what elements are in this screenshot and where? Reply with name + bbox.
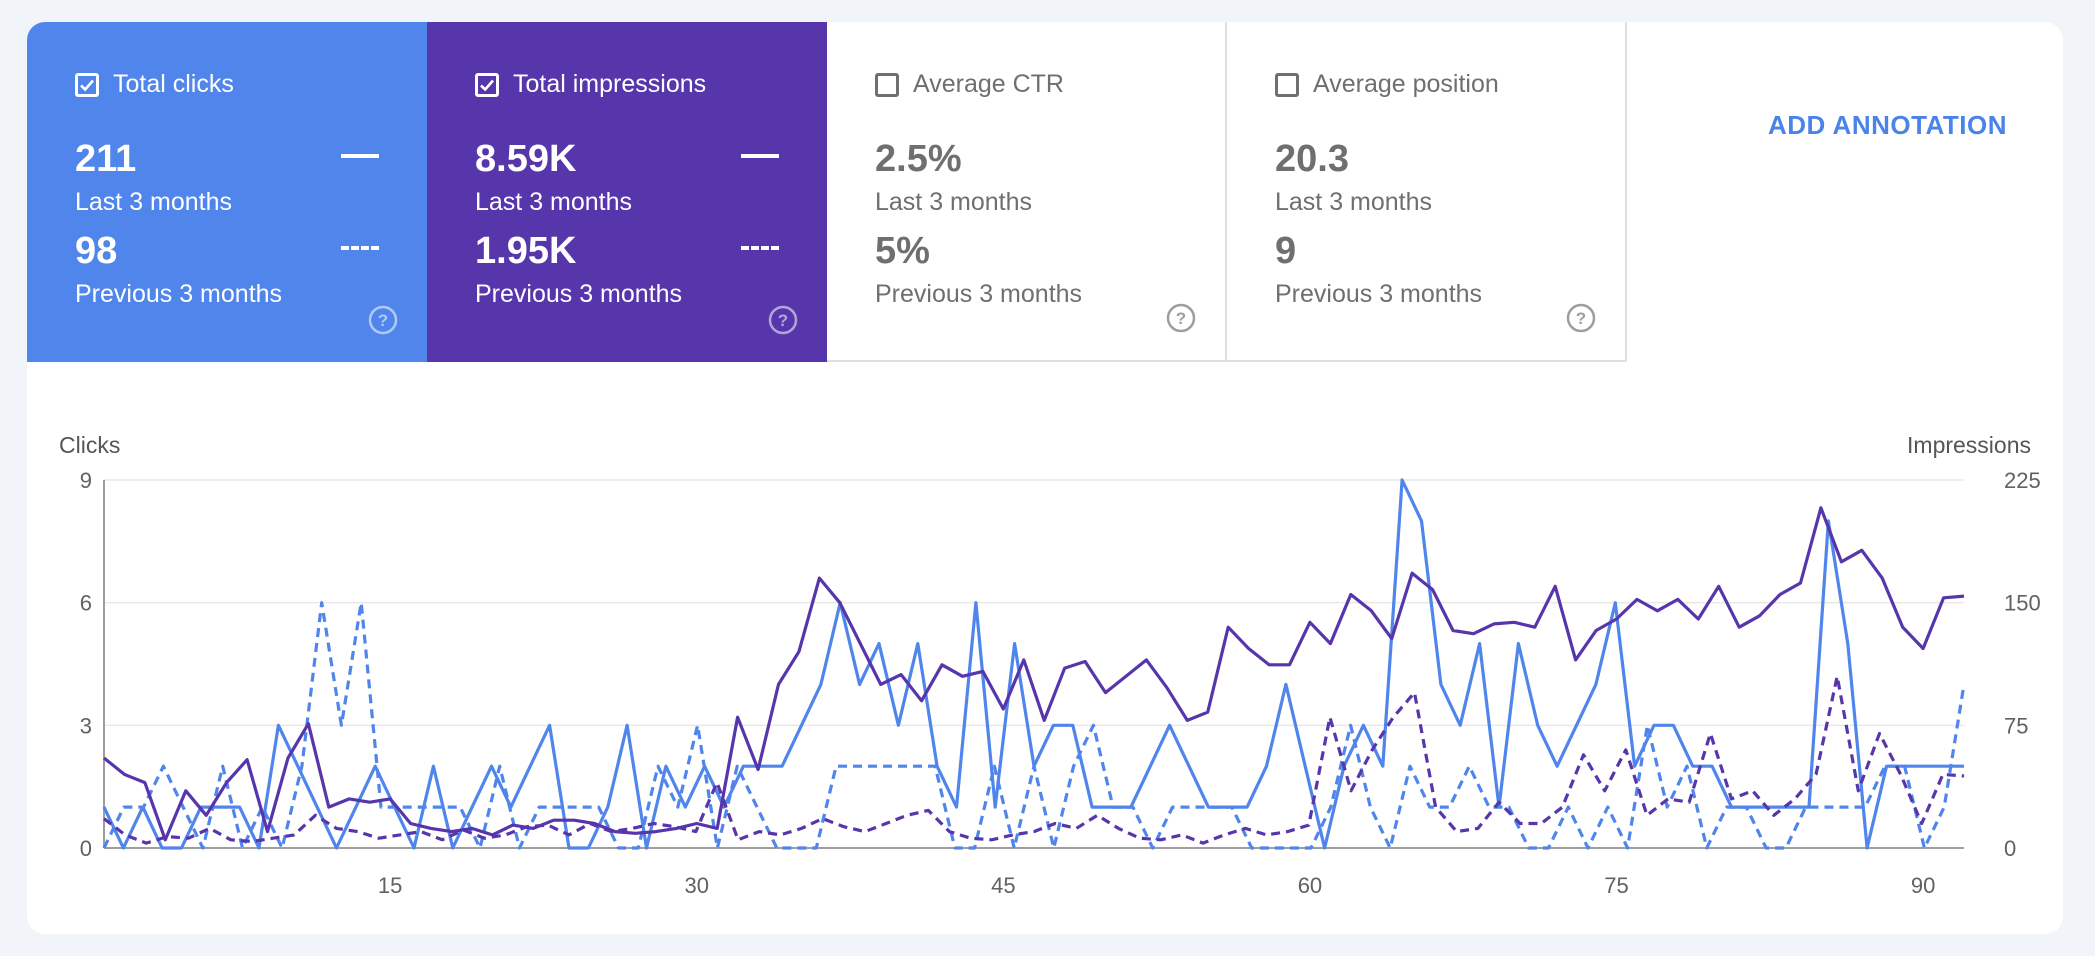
metric-period-previous: Previous 3 months bbox=[75, 280, 283, 308]
dashed-line-legend-icon bbox=[741, 246, 779, 250]
svg-text:?: ? bbox=[378, 311, 388, 330]
add-annotation-button[interactable]: ADD ANNOTATION bbox=[1767, 110, 2007, 140]
y-left-tick-label: 6 bbox=[80, 591, 92, 616]
tile-average-position[interactable]: Average position 20.3 Last 3 months 9 Pr… bbox=[1227, 22, 1627, 362]
metric-period-current: Last 3 months bbox=[875, 188, 1033, 216]
svg-text:?: ? bbox=[1176, 309, 1186, 328]
tile-header: Total impressions bbox=[475, 70, 706, 99]
help-icon[interactable]: ? bbox=[367, 304, 399, 336]
chart-area: Clicks Impressions 0 3 6 9 0 75 150 225 15 30 45 60… bbox=[27, 402, 2063, 922]
y-right-tick-label: 225 bbox=[2004, 468, 2041, 493]
metric-value-current: 8.59K bbox=[475, 138, 577, 180]
tile-average-ctr[interactable]: Average CTR 2.5% Last 3 months 5% Previo… bbox=[827, 22, 1227, 362]
metric-value-previous: 5% bbox=[875, 230, 930, 272]
tile-label: Average CTR bbox=[913, 70, 1064, 98]
y-right-tick-label: 0 bbox=[2004, 836, 2016, 861]
tile-header: Average CTR bbox=[875, 70, 1064, 99]
checkbox-unchecked-icon[interactable] bbox=[1275, 72, 1299, 97]
x-tick-label: 90 bbox=[1911, 873, 1935, 898]
metric-value-previous: 9 bbox=[1275, 230, 1297, 272]
metric-period-previous: Previous 3 months bbox=[875, 280, 1083, 308]
y-right-tick-label: 75 bbox=[2004, 713, 2028, 738]
tile-label: Average position bbox=[1313, 70, 1499, 98]
series-line-clicks-previous bbox=[102, 601, 1966, 850]
metric-period-current: Last 3 months bbox=[75, 188, 233, 216]
svg-text:?: ? bbox=[778, 311, 788, 330]
metric-value-previous: 1.95K bbox=[475, 230, 577, 272]
tile-total-clicks[interactable]: Total clicks 211 Last 3 months 98 Previo… bbox=[27, 22, 427, 362]
series-line-clicks-current bbox=[102, 478, 1964, 850]
x-tick-label: 60 bbox=[1298, 873, 1322, 898]
y-left-tick-label: 0 bbox=[80, 836, 92, 861]
x-tick-label: 30 bbox=[685, 873, 709, 898]
metric-value-current: 20.3 bbox=[1275, 138, 1349, 180]
metric-value-current: 211 bbox=[75, 138, 137, 180]
tile-header: Average position bbox=[1275, 70, 1499, 99]
x-tick-label: 15 bbox=[378, 873, 402, 898]
metric-value-previous: 98 bbox=[75, 230, 118, 272]
checkbox-checked-icon[interactable] bbox=[475, 72, 499, 97]
y-right-tick-label: 150 bbox=[2004, 591, 2041, 616]
help-icon[interactable]: ? bbox=[767, 304, 799, 336]
tile-total-impressions[interactable]: Total impressions 8.59K Last 3 months 1.… bbox=[427, 22, 827, 362]
solid-line-legend-icon bbox=[341, 154, 379, 158]
metric-tiles: Total clicks 211 Last 3 months 98 Previo… bbox=[27, 22, 1627, 362]
performance-card: Total clicks 211 Last 3 months 98 Previo… bbox=[27, 22, 2063, 934]
y-axis-left-title: Clicks bbox=[59, 432, 121, 458]
metric-period-current: Last 3 months bbox=[1275, 188, 1433, 216]
y-left-tick-label: 9 bbox=[80, 468, 92, 493]
metric-period-current: Last 3 months bbox=[475, 188, 633, 216]
help-icon[interactable]: ? bbox=[1165, 302, 1197, 334]
checkbox-checked-icon[interactable] bbox=[75, 72, 99, 97]
svg-text:?: ? bbox=[1576, 309, 1586, 328]
solid-line-legend-icon bbox=[741, 154, 779, 158]
y-left-tick-label: 3 bbox=[80, 713, 92, 738]
metric-value-current: 2.5% bbox=[875, 138, 962, 180]
series-line-impressions-previous bbox=[103, 674, 1965, 845]
tile-header: Total clicks bbox=[75, 70, 234, 99]
dashed-line-legend-icon bbox=[341, 246, 379, 250]
help-icon[interactable]: ? bbox=[1565, 302, 1597, 334]
x-tick-label: 45 bbox=[991, 873, 1015, 898]
metric-period-previous: Previous 3 months bbox=[1275, 280, 1483, 308]
series-line-impressions-current bbox=[102, 506, 1965, 842]
metric-period-previous: Previous 3 months bbox=[475, 280, 683, 308]
checkbox-unchecked-icon[interactable] bbox=[875, 72, 899, 97]
tile-label: Total clicks bbox=[113, 70, 234, 98]
tile-label: Total impressions bbox=[513, 70, 707, 98]
x-tick-label: 75 bbox=[1604, 873, 1628, 898]
y-axis-right-title: Impressions bbox=[1907, 432, 2031, 458]
